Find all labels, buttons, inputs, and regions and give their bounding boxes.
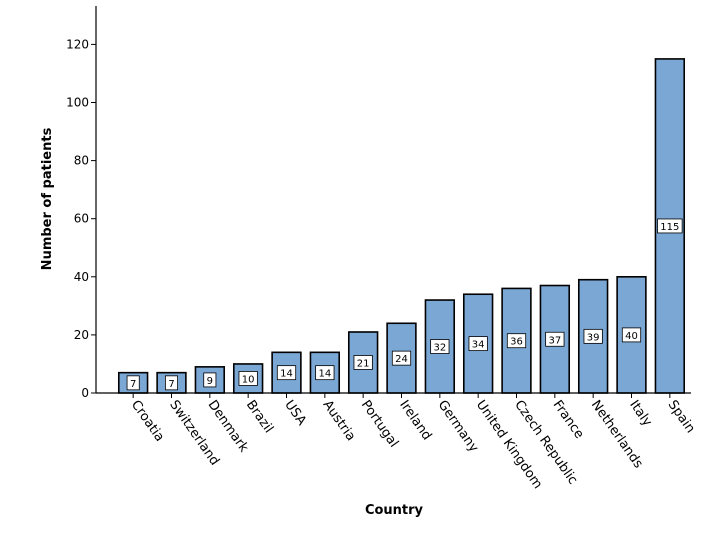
y-axis-ticks: 0 20 40 60 80 100 120 <box>66 37 96 400</box>
bars: 7 7 9 10 14 14 21 24 32 34 36 37 39 40 115 <box>117 58 686 394</box>
x-tick-label: Croatia <box>128 398 167 445</box>
x-tick-label: Spain <box>665 398 698 436</box>
data-label: 39 <box>587 332 600 343</box>
data-label-box <box>430 339 450 354</box>
data-label: 7 <box>168 379 174 390</box>
x-tick-label: Ireland <box>396 398 434 443</box>
data-label: 9 <box>207 376 213 387</box>
data-label-box <box>164 375 178 391</box>
x-tick-label: USA <box>281 398 309 429</box>
data-label: 10 <box>242 374 255 385</box>
data-label: 37 <box>548 335 561 346</box>
y-tick-label: 40 <box>74 270 89 284</box>
y-tick-label: 60 <box>74 212 89 226</box>
x-tick-label: France <box>550 398 587 442</box>
data-label: 115 <box>660 222 679 233</box>
data-label: 7 <box>130 379 136 390</box>
data-label: 14 <box>280 369 293 380</box>
x-tick-label: Portugal <box>358 398 401 451</box>
y-tick-label: 0 <box>81 386 89 400</box>
data-label-box <box>583 328 603 344</box>
data-label-box <box>657 218 683 234</box>
y-tick-label: 20 <box>74 328 89 342</box>
data-label-box <box>468 336 488 352</box>
x-tick-label: Italy <box>626 398 655 430</box>
x-tick-label: Austria <box>320 398 359 444</box>
data-label-box <box>276 365 297 381</box>
x-tick-label: Brazil <box>243 398 276 436</box>
data-label-box <box>315 365 335 381</box>
data-label: 32 <box>433 343 446 354</box>
y-tick-label: 80 <box>74 154 89 168</box>
x-axis-title: Country <box>365 503 424 518</box>
data-label: 14 <box>318 369 331 380</box>
data-label-box <box>545 331 565 347</box>
data-label: 21 <box>357 358 370 369</box>
data-label-box <box>353 355 373 370</box>
data-label-box <box>506 333 527 349</box>
data-label: 34 <box>472 340 485 351</box>
data-label-box <box>203 372 217 388</box>
data-label: 40 <box>625 331 638 342</box>
y-axis-title: Number of patients <box>40 127 55 270</box>
data-label: 36 <box>510 337 523 348</box>
data-label-box <box>238 371 258 386</box>
data-label: 24 <box>395 354 408 365</box>
y-tick-label: 120 <box>66 37 89 51</box>
data-label-box <box>391 350 412 366</box>
data-label-box <box>621 327 642 343</box>
y-tick-label: 100 <box>66 96 89 110</box>
data-label-box <box>126 375 140 391</box>
